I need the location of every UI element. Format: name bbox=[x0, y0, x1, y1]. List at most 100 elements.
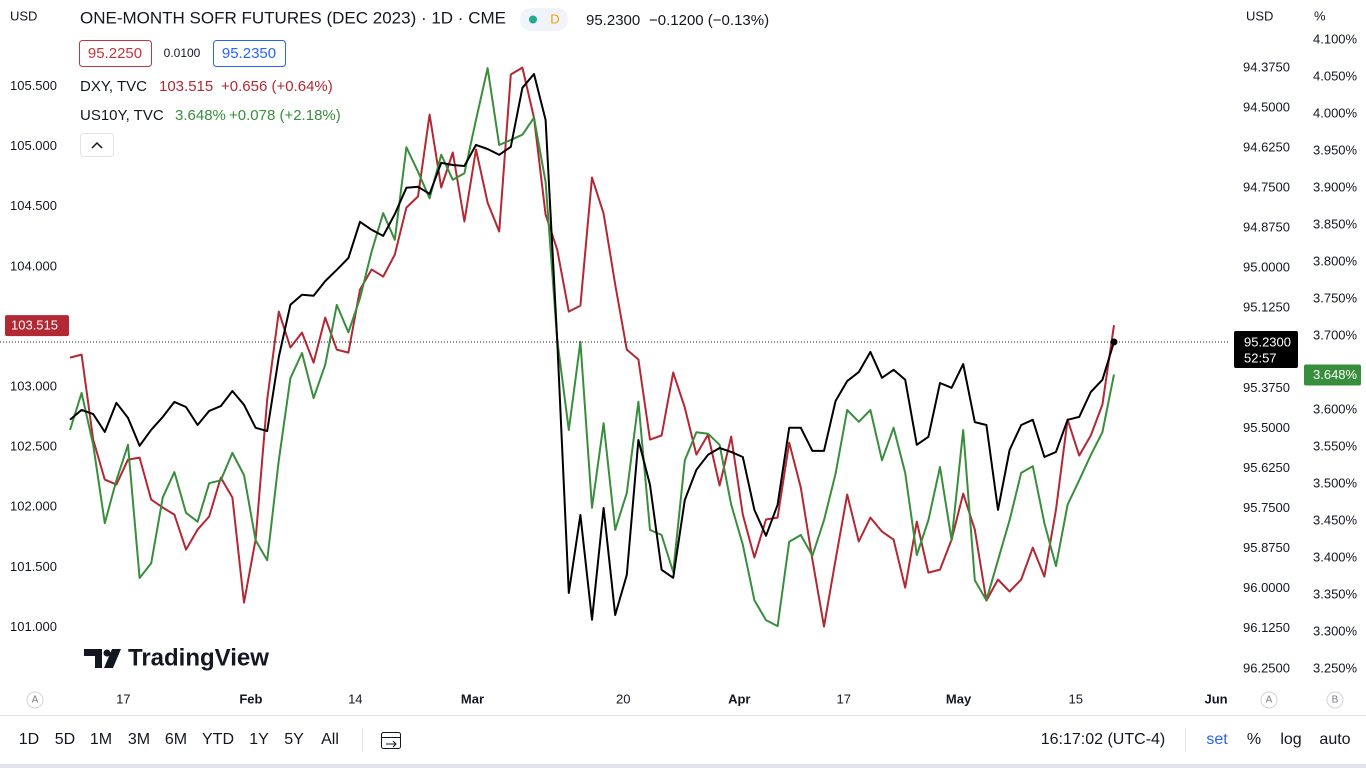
last-point bbox=[1110, 338, 1118, 346]
percent-axis-label: 4.100% bbox=[1313, 31, 1358, 46]
right-axis-label: 95.5000 bbox=[1243, 420, 1290, 435]
bottom-strip bbox=[0, 764, 1366, 768]
percent-axis-label: 3.400% bbox=[1313, 549, 1358, 564]
x-tick-label: 15 bbox=[1068, 691, 1082, 706]
status-badge[interactable] bbox=[520, 8, 568, 31]
right-axis-label: 94.8750 bbox=[1243, 220, 1290, 235]
scale-option[interactable]: auto bbox=[1319, 731, 1350, 748]
range-button[interactable]: 3M bbox=[128, 731, 150, 748]
logo-mark bbox=[104, 649, 121, 668]
percent-axis-label: 3.950% bbox=[1313, 142, 1358, 157]
left-axis-label: 104.000 bbox=[10, 258, 57, 273]
range-button[interactable]: 1Y bbox=[249, 731, 269, 748]
left-axis-label: 102.000 bbox=[10, 499, 57, 514]
percent-axis-label: 3.350% bbox=[1313, 586, 1358, 601]
axis-button-label: A bbox=[32, 695, 39, 706]
percent-axis-label: 3.750% bbox=[1313, 290, 1358, 305]
series-line bbox=[69, 67, 1115, 628]
legend-name[interactable]: DXY, TVC bbox=[80, 78, 147, 95]
range-button[interactable]: All bbox=[321, 731, 339, 748]
percent-axis-label: 3.450% bbox=[1313, 512, 1358, 527]
right-axis-label: 95.0000 bbox=[1243, 260, 1290, 275]
price-tag-label: 3.648% bbox=[1313, 367, 1358, 382]
percent-axis-label: 3.600% bbox=[1313, 401, 1358, 416]
x-tick-label: 17 bbox=[836, 691, 850, 706]
icon bbox=[381, 732, 401, 749]
currency[interactable]: USD bbox=[10, 8, 37, 23]
range-button[interactable]: YTD bbox=[202, 731, 234, 748]
percent-axis-label: 3.550% bbox=[1313, 438, 1358, 453]
compare-icon[interactable] bbox=[381, 732, 401, 749]
range-button[interactable]: 5Y bbox=[284, 731, 304, 748]
range-button[interactable]: 6M bbox=[165, 731, 187, 748]
axis-button-label: A bbox=[1266, 695, 1273, 706]
price-tag bbox=[1234, 330, 1298, 368]
countdown: 52:57 bbox=[1244, 350, 1277, 365]
scale-option[interactable]: set bbox=[1206, 731, 1228, 748]
axis-button[interactable] bbox=[1260, 691, 1278, 709]
x-tick-label: Mar bbox=[461, 691, 484, 706]
percent-axis-label: 3.250% bbox=[1313, 660, 1358, 675]
bid: 95.2250 bbox=[88, 45, 142, 62]
collapse-button[interactable] bbox=[80, 133, 114, 157]
logo-mark bbox=[84, 649, 102, 668]
percent-axis-label: 4.000% bbox=[1313, 105, 1358, 120]
left-axis-label: 101.000 bbox=[10, 619, 57, 634]
series-line bbox=[69, 66, 1115, 628]
axis-button[interactable] bbox=[26, 691, 44, 709]
legend-name[interactable]: US10Y, TVC bbox=[80, 107, 164, 124]
right-currency[interactable]: USD bbox=[1246, 8, 1273, 23]
right-axis-label: 95.8750 bbox=[1243, 540, 1290, 555]
right-axis-label: 95.6250 bbox=[1243, 460, 1290, 475]
right-axis-label: 96.1250 bbox=[1243, 620, 1290, 635]
x-tick-label: Feb bbox=[239, 691, 262, 706]
plot-area bbox=[0, 66, 1230, 628]
market-dot bbox=[529, 15, 537, 24]
legend-change: +0.656 (+0.64%) bbox=[221, 78, 333, 95]
scale-option[interactable]: log bbox=[1280, 731, 1301, 748]
bid-box[interactable] bbox=[79, 40, 152, 67]
x-tick-label: 20 bbox=[616, 691, 630, 706]
right-axis-label: 94.6250 bbox=[1243, 140, 1290, 155]
axis-button[interactable] bbox=[1326, 691, 1344, 709]
right-axis-label: 96.0000 bbox=[1243, 580, 1290, 595]
legend-change: +0.078 (+2.18%) bbox=[229, 107, 341, 124]
x-tick-label: 17 bbox=[116, 691, 130, 706]
right-unit[interactable]: % bbox=[1314, 8, 1326, 23]
percent-axis-label: 3.800% bbox=[1313, 253, 1358, 268]
x-tick-label: Apr bbox=[728, 691, 750, 706]
logo-text: TradingView bbox=[128, 644, 269, 671]
legend-price: 3.648% bbox=[175, 107, 226, 124]
clock[interactable]: 16:17:02 (UTC-4) bbox=[1041, 731, 1166, 748]
scale-option[interactable]: % bbox=[1247, 731, 1261, 748]
symbol-title[interactable]: ONE-MONTH SOFR FUTURES (DEC 2023) · 1D ·… bbox=[80, 8, 506, 27]
range-button[interactable]: 1M bbox=[90, 731, 112, 748]
ask: 95.2350 bbox=[222, 45, 276, 62]
price-tag bbox=[1304, 364, 1361, 386]
right-axis-label: 94.3750 bbox=[1243, 59, 1290, 74]
price-change: −0.1200 (−0.13%) bbox=[649, 12, 769, 29]
percent-axis-label: 3.500% bbox=[1313, 475, 1358, 490]
percent-axis-label: 3.850% bbox=[1313, 216, 1358, 231]
right-axis-label: 94.5000 bbox=[1243, 99, 1290, 114]
last-price: 95.2300 bbox=[586, 12, 640, 29]
range-button[interactable]: 1D bbox=[19, 731, 39, 748]
spread: 0.0100 bbox=[164, 46, 201, 60]
price-tag bbox=[5, 315, 69, 337]
ask-box[interactable] bbox=[213, 40, 286, 67]
right-axis-label: 95.3750 bbox=[1243, 380, 1290, 395]
left-axis-label: 105.000 bbox=[10, 138, 57, 153]
price-tag-label: 95.2300 bbox=[1244, 334, 1291, 349]
x-tick-label: May bbox=[946, 691, 972, 706]
logo-mark bbox=[103, 649, 111, 657]
range-button[interactable]: 5D bbox=[55, 731, 75, 748]
right-axis-label: 94.7500 bbox=[1243, 180, 1290, 195]
percent-axis-label: 3.900% bbox=[1313, 179, 1358, 194]
left-axis-label: 102.500 bbox=[10, 439, 57, 454]
overlay: USD ONE-MONTH SOFR FUTURES (DEC 2023) · … bbox=[0, 8, 1366, 768]
right-axis-label: 95.7500 bbox=[1243, 500, 1290, 515]
right-axis-label: 96.2500 bbox=[1243, 660, 1290, 675]
series-line bbox=[69, 73, 1115, 621]
